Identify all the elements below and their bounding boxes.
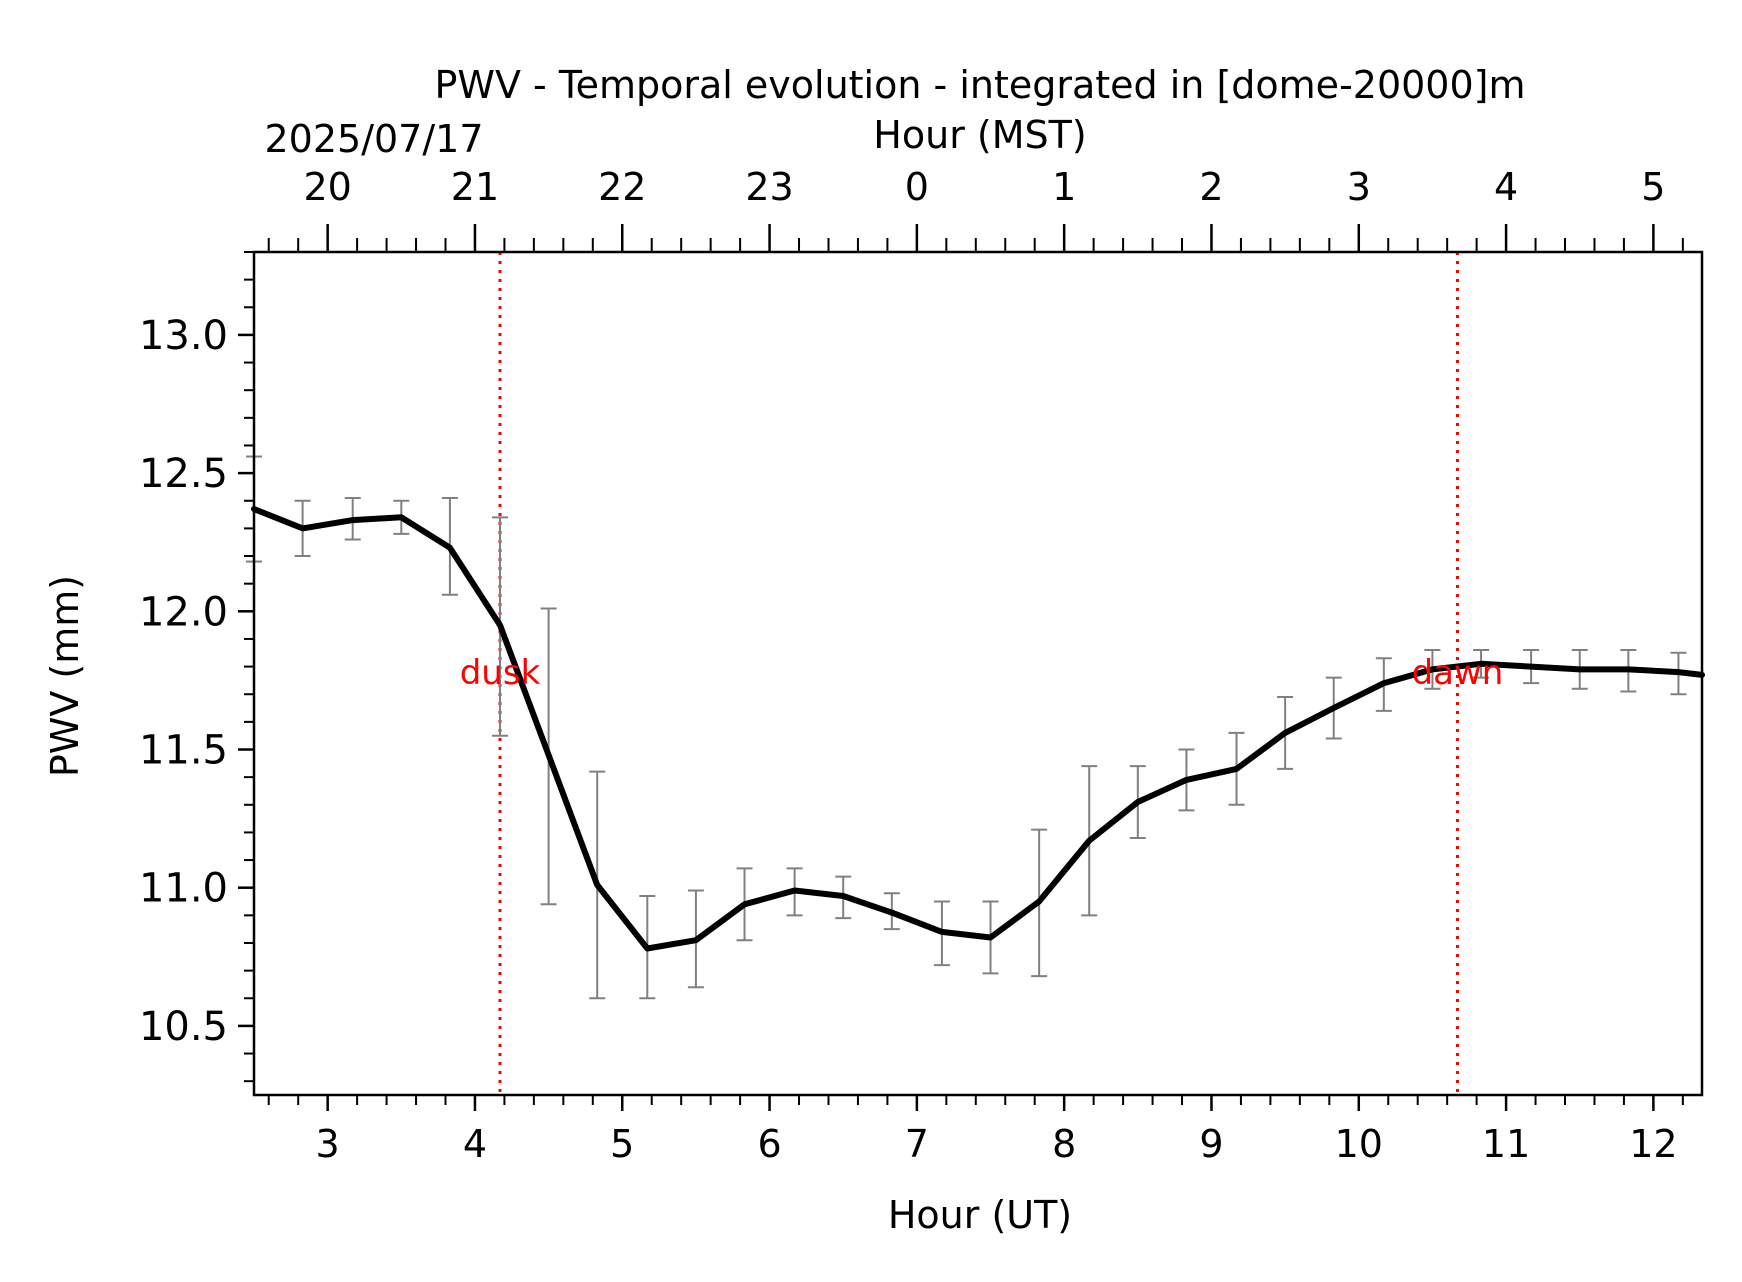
error-bars [246,455,1687,1000]
plot-frame [252,250,1704,1097]
y-tick-label: 10.5 [139,1004,228,1050]
x-tick-label: 11 [1482,1122,1530,1166]
x-tick-label: 5 [610,1122,634,1166]
x2-tick-label: 1 [1052,165,1076,209]
x-tick-label: 4 [463,1122,487,1166]
x2-tick-label: 20 [303,165,351,209]
x2-tick-label: 21 [451,165,499,209]
pwv-line [251,506,1705,952]
x-tick-label: 7 [905,1122,929,1166]
x-tick-label: 10 [1335,1122,1383,1166]
x2-tick-label: 23 [745,165,793,209]
series-lines [251,506,1705,952]
y-axis-label: PWV (mm) [43,575,87,777]
chart-title: PWV - Temporal evolution - integrated in… [434,63,1525,107]
dawn-label: dawn [1412,653,1504,693]
y-tick-label: 12.5 [139,451,228,497]
x2-tick-label: 4 [1494,165,1518,209]
x-tick-label: 6 [757,1122,781,1166]
x2-tick-label: 0 [905,165,929,209]
x2-tick-label: 5 [1641,165,1665,209]
x2-tick-label: 2 [1199,165,1223,209]
x2-axis-label: Hour (MST) [873,113,1086,157]
y-tick-label: 11.0 [139,866,228,912]
y-tick-label: 11.5 [139,728,228,774]
annotations: dusk dawn [460,653,1504,693]
x-tick-label: 9 [1199,1122,1223,1166]
x-tick-label: 12 [1629,1122,1677,1166]
x-axis-label: Hour (UT) [888,1193,1072,1237]
date-label: 2025/07/17 [264,117,483,161]
y-tick-label: 12.0 [139,589,228,635]
y-tick-label: 13.0 [139,313,228,359]
x-tick-label: 3 [316,1122,340,1166]
x-tick-label: 8 [1052,1122,1076,1166]
event-lines [498,252,1459,1095]
x2-tick-label: 3 [1347,165,1371,209]
dusk-label: dusk [460,653,541,693]
x2-tick-label: 22 [598,165,646,209]
